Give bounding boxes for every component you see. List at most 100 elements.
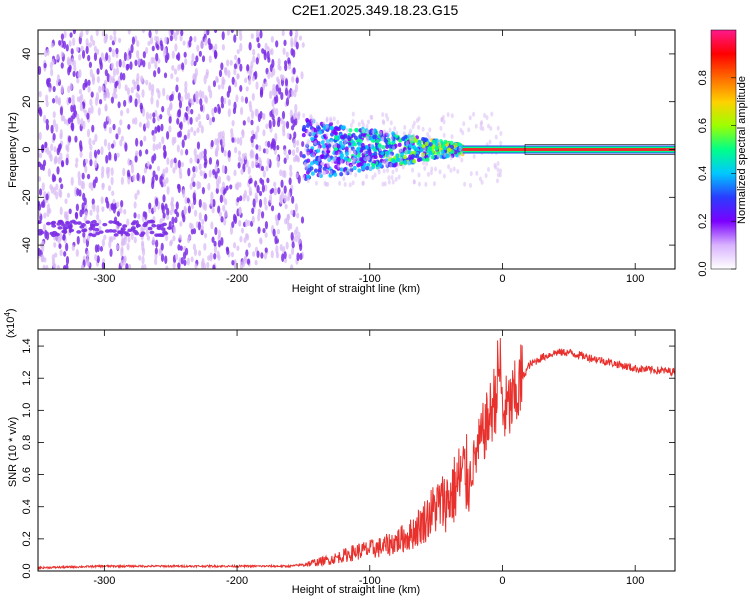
spectrogram-noise-cell (174, 208, 178, 215)
spectrogram-halo-cell (412, 133, 416, 139)
spectrogram-noise-cell (290, 209, 294, 216)
spectrogram-noise-cell (273, 181, 277, 188)
spectrogram-noise-cell (215, 75, 219, 82)
spectrogram-noise-cell (256, 185, 260, 194)
spectrogram-halo-cell (449, 167, 453, 173)
spectrogram-noise-cell (164, 36, 168, 45)
spectrogram-noise-cell (178, 234, 182, 241)
spectrogram-noise-cell (199, 169, 203, 177)
spectrogram-halo-cell (326, 162, 330, 168)
spectrogram-noise-cell (140, 75, 144, 83)
spectrogram-noise-cell (260, 179, 265, 186)
spectrogram-noise-cell (155, 36, 160, 44)
spectrogram-noise-cell (120, 199, 124, 208)
spectrogram-noise-cell (264, 204, 268, 211)
spectrogram-noise-cell (233, 169, 237, 177)
spectrogram-noise-cell (295, 41, 299, 50)
spectrogram-noise-cell (280, 179, 284, 188)
spectrogram-noise-cell (120, 109, 124, 117)
spectrogram-noise-cell (67, 58, 71, 66)
spectrogram-noise-cell (283, 157, 287, 164)
spectrogram-noise-cell (160, 202, 165, 211)
spectrogram-noise-cell (155, 99, 160, 108)
spectrogram-halo-cell (462, 121, 466, 127)
spectrogram-noise-cell (238, 219, 242, 227)
spectrogram-noise-cell (174, 43, 178, 52)
snr-series-line (38, 337, 675, 571)
spectrogram-noise-cell (183, 51, 187, 58)
spectrogram-halo-cell (344, 170, 348, 176)
spectrogram-noise-cell (273, 88, 277, 98)
spectrogram-noise-cell (160, 43, 164, 52)
spectrogram-noise-cell (89, 34, 94, 43)
spectrogram-noise-cell (158, 141, 162, 150)
spectrogram-noise-cell (165, 166, 169, 174)
spectrogram-halo-cell (325, 169, 329, 175)
spectrogram-noise-cell (244, 77, 248, 84)
spectrogram-noise-cell (141, 264, 145, 269)
spectrogram-noise-cell (177, 109, 181, 118)
spectrogram-noise-cell (279, 243, 283, 252)
spectrogram-noise-cell (226, 174, 230, 181)
spectrogram-noise-cell (98, 85, 102, 93)
spectrogram-halo-cell (379, 130, 383, 136)
spectrogram-noise-cell (92, 179, 96, 189)
spectrogram-noise-cell (80, 45, 84, 52)
spectrogram-noise-cell (207, 255, 211, 261)
spectrogram-noise-cell (170, 196, 175, 204)
spectrogram-halo-cell (397, 174, 401, 180)
spectrogram-noise-cell (266, 177, 270, 184)
spectrogram-noise-cell (243, 237, 247, 244)
spectrogram-noise-cell (257, 208, 261, 216)
spectrogram-noise-cell (95, 91, 100, 102)
spectrogram-noise-cell (272, 143, 276, 151)
spectrogram-noise-cell (212, 80, 217, 88)
spectrogram-noise-cell (245, 249, 249, 257)
spectrogram-noise-cell (56, 166, 60, 175)
spectrogram-halo-cell (496, 161, 500, 167)
spectrogram-noise-cell (120, 176, 125, 185)
spectrogram-noise-cell (59, 106, 64, 116)
spectrogram-halo-cell (368, 165, 372, 171)
spectrogram-noise-cell (187, 105, 191, 115)
spectrogram-noise-cell (134, 59, 138, 66)
spectrogram-signal-cell (403, 159, 408, 165)
spectrogram-noise-cell (108, 240, 112, 249)
spectrogram-halo-cell (421, 126, 425, 132)
spectrogram-noise-cell (277, 116, 281, 123)
spectrogram-noise-cell (95, 30, 99, 37)
spectrogram-noise-cell (41, 144, 45, 152)
spectrogram-noise-cell (232, 213, 237, 223)
spectrogram-noise-cell (141, 89, 145, 98)
spectrogram-signal-cell (421, 136, 426, 142)
spectrogram-noise-cell (58, 39, 62, 46)
spectrogram-noise-cell (154, 30, 159, 35)
spectrogram-noise-cell (105, 87, 109, 95)
spectrogram-signal-cell (314, 160, 319, 166)
spectrogram-signal-cell (301, 127, 306, 132)
spectrogram-noise-cell (260, 165, 265, 172)
spectrogram-noise-cell (81, 49, 86, 59)
spectrogram-halo-cell (412, 120, 416, 126)
spectrogram-halo-cell (450, 113, 454, 119)
spectrogram-noise-cell (65, 44, 69, 52)
spectrogram-noise-cell (162, 194, 166, 203)
spectrogram-halo-cell (305, 165, 309, 171)
spectrogram-noise-cell (146, 119, 150, 129)
spectrogram-noise-cell (262, 227, 266, 234)
spectrogram-noise-cell (231, 76, 235, 86)
y-tick-label: 20 (21, 96, 33, 108)
y-tick-label: 0.4 (21, 499, 33, 514)
spectrogram-noise-cell (151, 180, 155, 190)
spectrogram-noise-cell (190, 256, 194, 263)
spectrogram-band-cell (125, 232, 131, 237)
spectrogram-halo-cell (484, 173, 488, 179)
spectrogram-noise-cell (152, 112, 156, 118)
spectrogram-noise-cell (282, 129, 286, 137)
spectrogram-noise-cell (134, 155, 138, 163)
spectrogram-signal-cell (353, 142, 358, 147)
y-tick-label: -20 (21, 189, 33, 205)
spectrogram-noise-cell (38, 210, 41, 217)
spectrogram-noise-cell (258, 157, 262, 164)
